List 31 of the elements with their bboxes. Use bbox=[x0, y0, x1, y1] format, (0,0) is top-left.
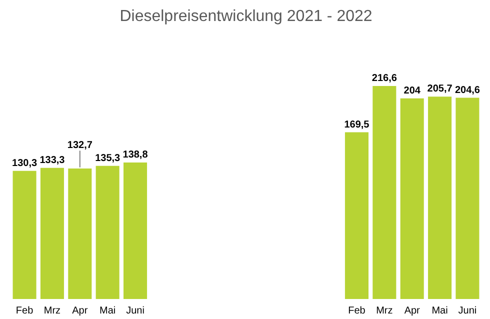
data-label: 204 bbox=[404, 85, 421, 96]
chart-title: Dieselpreisentwicklung 2021 - 2022 bbox=[120, 8, 372, 25]
data-label: 204,6 bbox=[454, 84, 480, 96]
data-label: 169,5 bbox=[344, 119, 370, 130]
bar bbox=[428, 96, 452, 299]
bar bbox=[68, 168, 92, 299]
x-tick-label: Apr bbox=[72, 306, 88, 316]
bar bbox=[124, 162, 148, 299]
bar bbox=[372, 86, 396, 299]
data-label: 216,6 bbox=[372, 72, 398, 84]
x-tick-label: Mrz bbox=[376, 306, 393, 316]
x-tick-label: Apr bbox=[404, 306, 421, 316]
bar bbox=[40, 168, 64, 299]
x-tick-label: Juni bbox=[126, 306, 144, 316]
bar bbox=[400, 98, 424, 299]
data-label: 132,7 bbox=[67, 140, 93, 151]
x-tick-label: Feb bbox=[348, 306, 366, 316]
data-label: 205,7 bbox=[427, 84, 453, 95]
bar bbox=[12, 170, 36, 299]
x-tick-label: Mai bbox=[100, 306, 116, 316]
data-label: 138,8 bbox=[122, 149, 148, 160]
data-label: 135,3 bbox=[95, 152, 121, 164]
x-tick-label: Juni bbox=[458, 306, 477, 316]
data-label: 133,3 bbox=[40, 154, 66, 166]
bar bbox=[344, 132, 368, 299]
x-tick-label: Feb bbox=[16, 306, 34, 316]
x-tick-label: Mai bbox=[432, 306, 448, 316]
data-label: 130,3 bbox=[12, 158, 38, 169]
x-tick-label: Mrz bbox=[44, 306, 61, 316]
bar bbox=[96, 166, 120, 299]
bar bbox=[456, 98, 480, 299]
